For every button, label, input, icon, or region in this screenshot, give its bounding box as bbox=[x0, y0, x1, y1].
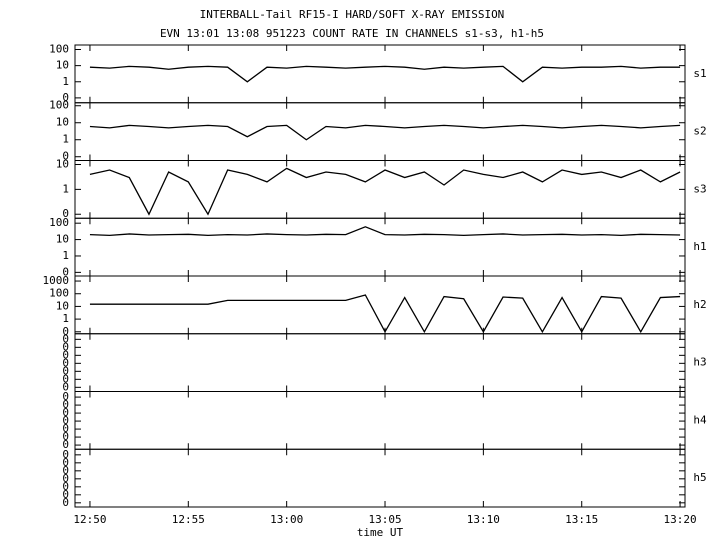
x-axis-label: time UT bbox=[357, 526, 404, 539]
y-tick-label: 1000 bbox=[43, 274, 70, 287]
panel-frame bbox=[74, 333, 686, 392]
y-tick-label: 0 bbox=[62, 207, 69, 220]
x-tick-label: 13:05 bbox=[368, 513, 401, 526]
y-tick-label: 0 bbox=[62, 340, 69, 353]
y-tick-label: 10 bbox=[56, 233, 69, 246]
y-tick-label: 0 bbox=[62, 464, 69, 477]
y-tick-label: 0 bbox=[62, 325, 69, 338]
y-tick-label: 0 bbox=[62, 265, 69, 278]
count-rate-line bbox=[89, 124, 681, 141]
y-tick-label: 10 bbox=[56, 299, 69, 312]
panel-label: s2 bbox=[693, 125, 706, 138]
y-tick-label: 10 bbox=[56, 158, 69, 171]
panel-label: h2 bbox=[693, 298, 706, 311]
y-tick-label: 0 bbox=[62, 480, 69, 493]
panel-frame bbox=[74, 448, 686, 508]
x-tick-label: 13:00 bbox=[270, 513, 303, 526]
y-tick-label: 0 bbox=[62, 332, 69, 345]
x-tick-label: 13:10 bbox=[467, 513, 500, 526]
y-tick-label: 1 bbox=[62, 133, 69, 146]
y-tick-label: 1 bbox=[62, 182, 69, 195]
y-tick-label: 100 bbox=[49, 216, 69, 229]
y-tick-label: 10 bbox=[56, 59, 69, 72]
panel-frame bbox=[74, 391, 686, 450]
y-tick-label: 0 bbox=[62, 488, 69, 501]
y-tick-label: 0 bbox=[62, 91, 69, 104]
y-tick-label: 0 bbox=[62, 398, 69, 411]
x-tick-label: 12:55 bbox=[172, 513, 205, 526]
y-tick-label: 0 bbox=[62, 364, 69, 377]
y-tick-label: 0 bbox=[62, 348, 69, 361]
y-tick-label: 0 bbox=[62, 438, 69, 451]
x-tick-label: 12:50 bbox=[73, 513, 106, 526]
y-tick-label: 0 bbox=[62, 356, 69, 369]
panel-label: h4 bbox=[693, 413, 707, 426]
panel-frame bbox=[74, 102, 686, 161]
count-rate-line bbox=[89, 167, 681, 216]
y-tick-label: 10 bbox=[56, 116, 69, 129]
x-tick-label: 13:20 bbox=[664, 513, 697, 526]
count-rate-line bbox=[89, 65, 681, 83]
y-tick-label: 0 bbox=[62, 430, 69, 443]
panel-label: s1 bbox=[693, 67, 706, 80]
panel-label: h3 bbox=[693, 356, 706, 369]
y-tick-label: 0 bbox=[62, 414, 69, 427]
y-tick-label: 100 bbox=[49, 99, 69, 112]
y-tick-label: 1 bbox=[62, 312, 69, 325]
y-tick-label: 0 bbox=[62, 472, 69, 485]
y-tick-label: 0 bbox=[62, 496, 69, 509]
y-tick-label: 0 bbox=[62, 372, 69, 385]
count-rate-line bbox=[89, 294, 681, 334]
y-tick-label: 1 bbox=[62, 75, 69, 88]
y-tick-label: 0 bbox=[62, 150, 69, 163]
panel-label: h5 bbox=[693, 471, 706, 484]
y-tick-label: 100 bbox=[49, 42, 69, 55]
panel-frame bbox=[74, 275, 686, 335]
panel-label: s3 bbox=[693, 182, 706, 195]
chart-title: INTERBALL-Tail RF15-I HARD/SOFT X-RAY EM… bbox=[200, 8, 505, 21]
panel-label: h1 bbox=[693, 240, 706, 253]
y-tick-label: 0 bbox=[62, 456, 69, 469]
y-tick-label: 0 bbox=[62, 406, 69, 419]
y-tick-label: 100 bbox=[49, 287, 69, 300]
chart-subtitle: EVN 13:01 13:08 951223 COUNT RATE IN CHA… bbox=[160, 27, 544, 40]
y-tick-label: 0 bbox=[62, 380, 69, 393]
y-tick-label: 0 bbox=[62, 422, 69, 435]
panel-frame bbox=[74, 160, 686, 219]
y-tick-label: 0 bbox=[62, 448, 69, 461]
count-rate-line bbox=[89, 226, 681, 237]
panel-frame bbox=[74, 217, 686, 277]
y-tick-label: 1 bbox=[62, 249, 69, 262]
panel-frame bbox=[74, 44, 686, 104]
y-tick-label: 0 bbox=[62, 390, 69, 403]
x-tick-label: 13:15 bbox=[565, 513, 598, 526]
